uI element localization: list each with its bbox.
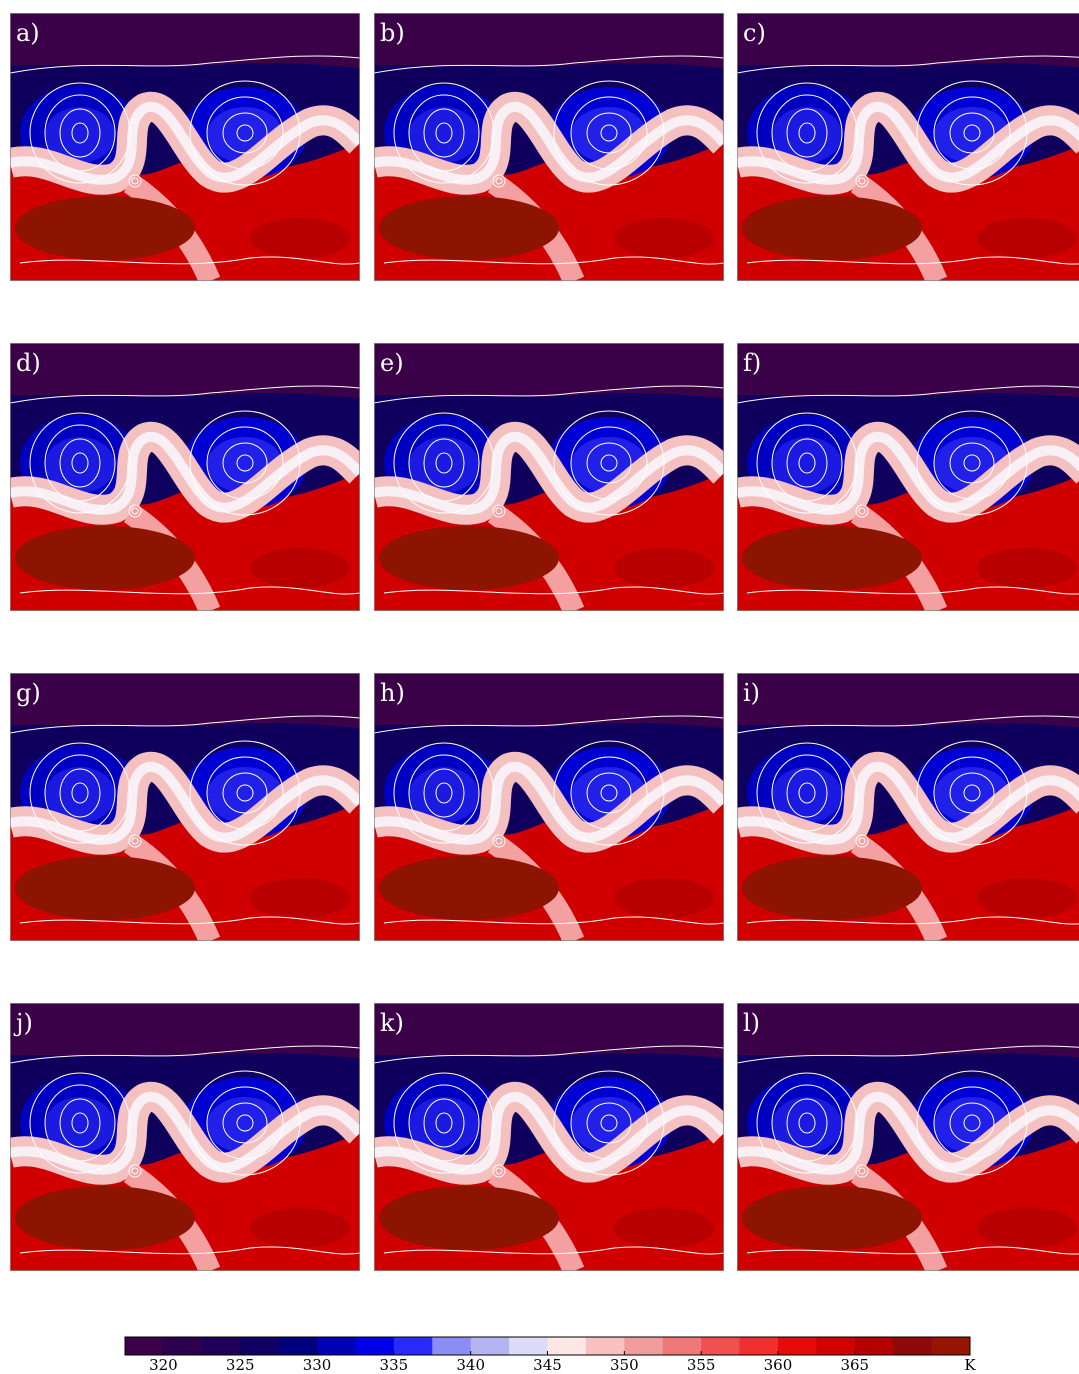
panel: b) bbox=[374, 13, 724, 281]
panel: h) bbox=[374, 673, 724, 941]
colorbar: 320 325 330 335 340 345 350 355 360 365 K bbox=[124, 1336, 976, 1374]
panel: i) bbox=[737, 673, 1079, 941]
panel-label: c) bbox=[743, 19, 766, 47]
color-segment bbox=[701, 1337, 741, 1355]
color-segment bbox=[816, 1337, 856, 1355]
tick-label: 330 bbox=[303, 1356, 332, 1374]
panel: d) bbox=[10, 343, 360, 611]
panel: g) bbox=[10, 673, 360, 941]
field-map bbox=[10, 13, 360, 281]
tick-label: 340 bbox=[456, 1356, 485, 1374]
color-segment bbox=[393, 1337, 433, 1355]
color-segment bbox=[355, 1337, 395, 1355]
panel-label: h) bbox=[380, 679, 405, 707]
color-segment bbox=[547, 1337, 587, 1355]
panel: j) bbox=[10, 1003, 360, 1271]
panel-label: b) bbox=[380, 19, 405, 47]
field-map bbox=[374, 343, 724, 611]
color-segment bbox=[278, 1337, 318, 1355]
color-segment bbox=[739, 1337, 779, 1355]
field-map bbox=[374, 673, 724, 941]
panel: f) bbox=[737, 343, 1079, 611]
field-map bbox=[737, 1003, 1079, 1271]
field-map bbox=[374, 1003, 724, 1271]
tick-label: 360 bbox=[764, 1356, 793, 1374]
color-segment bbox=[125, 1337, 164, 1355]
panel: k) bbox=[374, 1003, 724, 1271]
color-segment bbox=[624, 1337, 664, 1355]
panel-label: d) bbox=[16, 349, 41, 377]
panel: c) bbox=[737, 13, 1079, 281]
color-segment bbox=[509, 1337, 548, 1355]
tick-label: 350 bbox=[610, 1356, 639, 1374]
color-segment bbox=[893, 1337, 933, 1355]
panel-label: e) bbox=[380, 349, 404, 377]
color-segment bbox=[470, 1337, 510, 1355]
unit-label: K bbox=[964, 1356, 976, 1374]
color-segment bbox=[240, 1337, 280, 1355]
field-map bbox=[10, 343, 360, 611]
color-segment bbox=[931, 1337, 971, 1355]
color-segment bbox=[662, 1337, 702, 1355]
field-map bbox=[737, 673, 1079, 941]
color-segment bbox=[432, 1337, 472, 1355]
panel: a) bbox=[10, 13, 360, 281]
panel: e) bbox=[374, 343, 724, 611]
panel-label: a) bbox=[16, 19, 40, 47]
color-segment bbox=[777, 1337, 817, 1355]
tick-label: 345 bbox=[533, 1356, 562, 1374]
panel-label: i) bbox=[743, 679, 761, 707]
tick-label: 320 bbox=[149, 1356, 178, 1374]
color-segment bbox=[163, 1337, 203, 1355]
tick-label: 365 bbox=[840, 1356, 869, 1374]
color-segment bbox=[201, 1337, 241, 1355]
tick-label: 355 bbox=[687, 1356, 716, 1374]
field-map bbox=[374, 13, 724, 281]
field-map bbox=[737, 343, 1079, 611]
panel-label: j) bbox=[16, 1009, 33, 1037]
panel-label: g) bbox=[16, 679, 41, 707]
field-map bbox=[10, 1003, 360, 1271]
tick-label: 325 bbox=[226, 1356, 255, 1374]
color-segment bbox=[317, 1337, 356, 1355]
color-segment bbox=[854, 1337, 894, 1355]
panel-label: f) bbox=[743, 349, 762, 377]
tick-label: 335 bbox=[380, 1356, 409, 1374]
field-map bbox=[737, 13, 1079, 281]
panel-label: k) bbox=[380, 1009, 404, 1037]
panel-label: l) bbox=[743, 1009, 761, 1037]
panel: l) bbox=[737, 1003, 1079, 1271]
color-segment bbox=[585, 1337, 625, 1355]
field-map bbox=[10, 673, 360, 941]
